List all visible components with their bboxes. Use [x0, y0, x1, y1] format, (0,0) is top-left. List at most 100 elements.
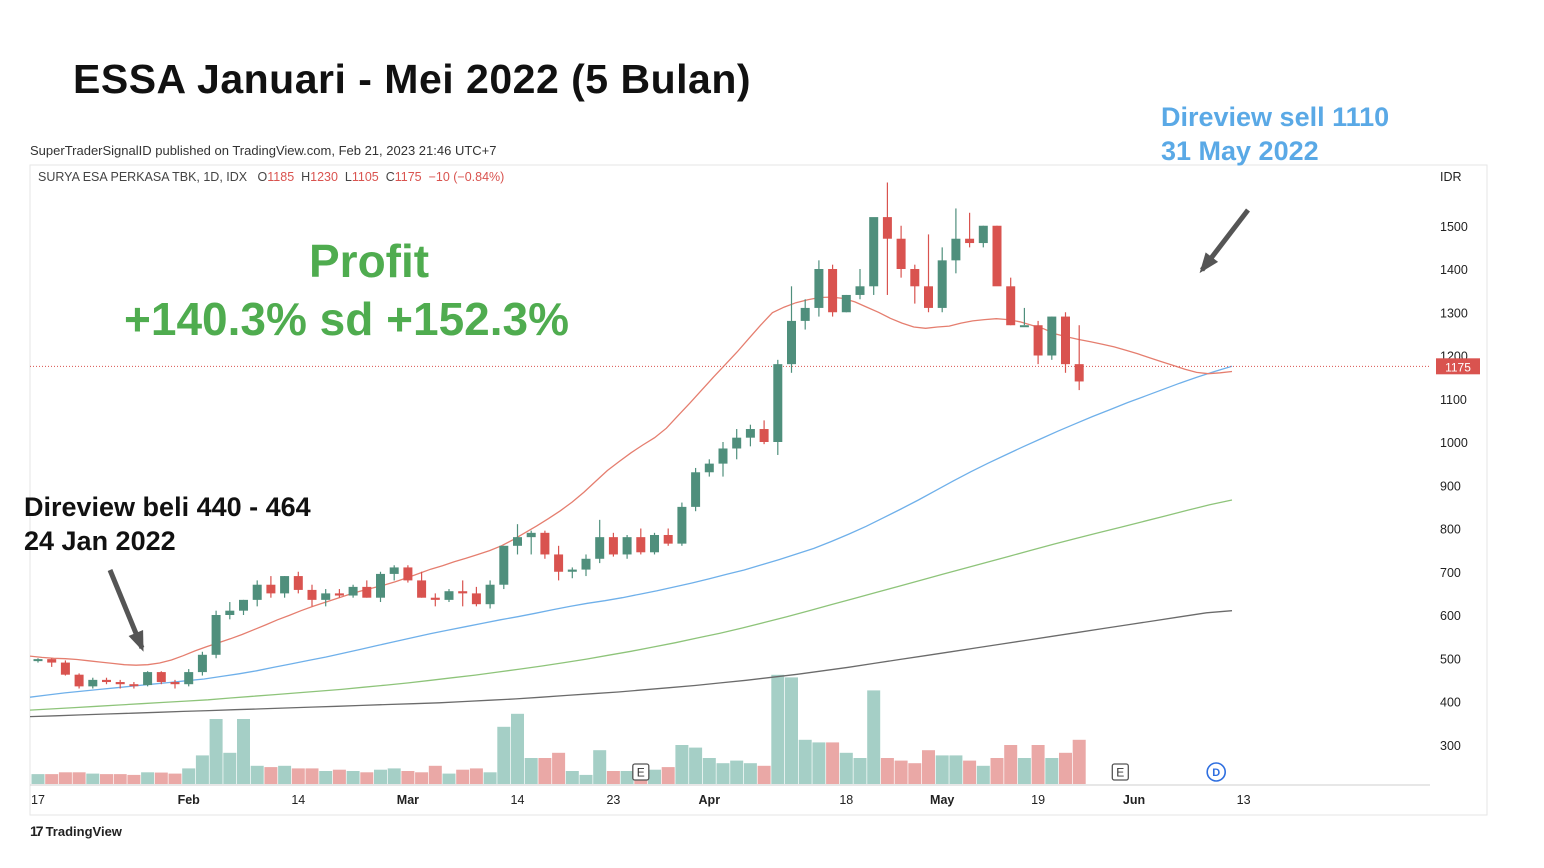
- candle: [1006, 277, 1016, 326]
- candle-body: [608, 537, 618, 555]
- y-tick-label: 300: [1440, 739, 1461, 753]
- ohlc-low: 1105: [351, 170, 379, 184]
- volume-bar: [894, 760, 908, 784]
- y-tick-label: 900: [1440, 479, 1461, 493]
- volume-bar: [867, 690, 881, 784]
- candle-body: [417, 580, 427, 598]
- volume-bar: [511, 713, 524, 784]
- candle: [910, 264, 920, 304]
- volume-bar: [469, 768, 483, 784]
- candle-body: [677, 506, 687, 544]
- candle: [937, 247, 947, 313]
- volume-bar: [1045, 758, 1059, 784]
- candle-body: [458, 591, 468, 594]
- volume-bar: [593, 750, 607, 784]
- y-tick-label: 1300: [1440, 306, 1468, 320]
- candle: [170, 679, 180, 689]
- candle: [334, 589, 344, 598]
- y-tick-label: 400: [1440, 696, 1461, 710]
- symbol-info[interactable]: SURYA ESA PERKASA TBK, 1D, IDX O1185 H12…: [38, 170, 504, 184]
- tradingview-logo[interactable]: 17 TradingView: [30, 823, 122, 839]
- candle: [718, 442, 728, 477]
- candle-body: [841, 294, 851, 313]
- candle: [704, 459, 714, 477]
- volume-bar: [1072, 739, 1086, 784]
- candle-body: [60, 662, 70, 675]
- volume-bar: [853, 758, 867, 784]
- candle-body: [869, 217, 879, 287]
- candle-body: [362, 586, 372, 598]
- candle-body: [1033, 325, 1043, 356]
- candle: [1061, 312, 1070, 373]
- candle-body: [759, 429, 769, 442]
- candle-body: [376, 573, 385, 598]
- y-tick-label: 1400: [1440, 263, 1468, 277]
- candle: [211, 610, 221, 659]
- sell-annotation-price: Direview sell 1110: [1161, 102, 1390, 132]
- y-tick-label: 800: [1440, 523, 1461, 537]
- y-tick-label: 1000: [1440, 436, 1468, 450]
- candle: [554, 545, 564, 581]
- candle: [567, 567, 577, 579]
- candle: [855, 269, 865, 300]
- candle-body: [937, 260, 947, 308]
- candle: [841, 294, 851, 313]
- volume-bar: [935, 755, 949, 784]
- y-axis-currency: IDR: [1440, 170, 1462, 184]
- candle-body: [650, 534, 659, 553]
- candle: [814, 260, 824, 317]
- candle: [293, 571, 303, 594]
- volume-bar: [360, 772, 374, 784]
- candle: [691, 467, 701, 512]
- candle-body: [1006, 286, 1016, 326]
- sell-arrow: [1199, 208, 1250, 274]
- candle: [1074, 325, 1084, 391]
- candle: [636, 528, 646, 555]
- candle: [828, 264, 838, 317]
- volume-bar: [31, 774, 45, 784]
- candle-body: [513, 537, 522, 546]
- x-tick-label: Feb: [178, 793, 201, 807]
- volume-bar: [648, 769, 661, 784]
- candle-body: [184, 672, 194, 685]
- ma100-line: [29, 499, 1233, 711]
- candle-body: [74, 674, 84, 687]
- candle-body: [47, 659, 57, 663]
- y-tick-label: 1500: [1440, 220, 1468, 234]
- candle-body: [924, 286, 933, 308]
- volume-bar: [264, 767, 278, 784]
- candle: [444, 589, 454, 603]
- volume-bar: [785, 677, 798, 784]
- volume-bar: [223, 752, 237, 784]
- last-price-label: 1175: [1445, 360, 1471, 374]
- candle-body: [115, 682, 125, 685]
- volume-bar: [374, 769, 387, 784]
- candle-body: [951, 238, 961, 261]
- candle-body: [156, 672, 166, 683]
- volume-bar: [730, 760, 744, 784]
- candle-body: [992, 225, 1002, 287]
- candle-body: [745, 429, 755, 438]
- ohlc-low-label: L: [344, 170, 352, 184]
- candle: [266, 576, 276, 598]
- volume-bar: [237, 719, 250, 784]
- candle-body: [814, 269, 824, 308]
- volume-bar: [45, 774, 59, 784]
- candle: [663, 528, 673, 546]
- candle: [992, 225, 1002, 287]
- sell-annotation-date: 31 May 2022: [1161, 136, 1319, 166]
- dividend-marker-circle: [1206, 762, 1226, 782]
- candle: [513, 524, 522, 555]
- volume-bar: [319, 771, 333, 784]
- candle-body: [636, 537, 646, 553]
- profit-title: Profit: [309, 235, 430, 287]
- volume-bar: [387, 768, 401, 784]
- candle-body: [554, 554, 564, 572]
- candle-body: [252, 584, 262, 600]
- volume-bar: [1059, 752, 1072, 784]
- candle-body: [307, 589, 317, 600]
- volume-bar: [209, 719, 223, 784]
- candle: [499, 545, 509, 590]
- volume-bar: [949, 755, 963, 784]
